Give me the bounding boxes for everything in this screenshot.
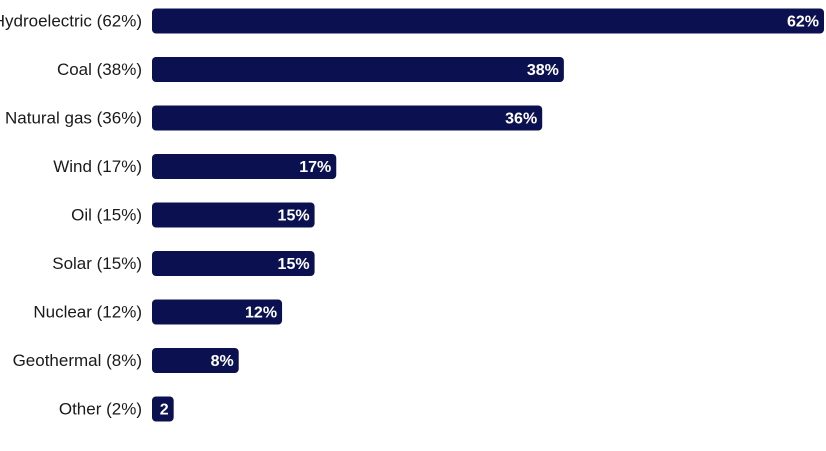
- data-label: 62%: [787, 14, 819, 31]
- bar: [152, 396, 174, 422]
- bar: [152, 154, 337, 179]
- bars: [152, 8, 824, 422]
- category-label: Wind (17%): [53, 157, 142, 176]
- data-label: 38%: [527, 62, 559, 79]
- data-label: 15%: [278, 208, 310, 225]
- category-label: Nuclear (12%): [33, 303, 142, 322]
- bar: [152, 105, 543, 131]
- category-label: Oil (15%): [71, 206, 142, 225]
- bar: [152, 8, 824, 34]
- category-label: Hydroelectric (62%): [0, 12, 142, 31]
- category-labels: Hydroelectric (62%) Coal (38%) Natural gas…: [0, 12, 142, 419]
- category-label: Natural gas (36%): [5, 109, 142, 128]
- category-label: Other (2%): [59, 400, 142, 419]
- category-label: Coal (38%): [57, 60, 142, 79]
- bar: [152, 251, 315, 276]
- category-label: Solar (15%): [52, 254, 142, 273]
- bar: [152, 202, 315, 228]
- data-label: 2: [160, 402, 169, 419]
- bar: [152, 57, 564, 82]
- category-label: Geothermal (8%): [13, 351, 142, 370]
- bar: [152, 348, 239, 373]
- data-label: 36%: [505, 111, 537, 128]
- data-labels: 62% 38% 36% 17% 15% 15% 12% 8% 2: [160, 14, 819, 419]
- bar: [152, 299, 283, 325]
- data-label: 15%: [278, 256, 310, 273]
- data-label: 17%: [299, 159, 331, 176]
- data-label: 12%: [245, 305, 277, 322]
- data-label: 8%: [211, 353, 234, 370]
